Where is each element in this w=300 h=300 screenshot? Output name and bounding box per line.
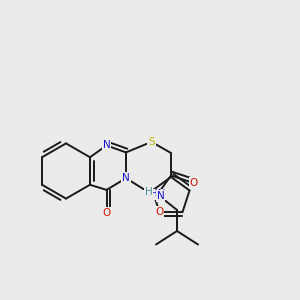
Text: N: N xyxy=(103,140,110,151)
Text: HN: HN xyxy=(150,189,165,200)
Text: N: N xyxy=(122,173,130,183)
Text: N: N xyxy=(157,191,164,201)
Text: H: H xyxy=(145,187,152,197)
Text: O: O xyxy=(155,207,164,217)
Text: O: O xyxy=(102,208,111,218)
Text: S: S xyxy=(148,137,155,147)
Text: O: O xyxy=(189,178,198,188)
